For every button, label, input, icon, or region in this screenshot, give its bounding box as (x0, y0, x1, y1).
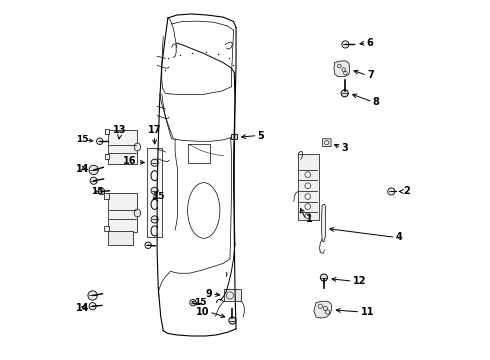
Text: 15: 15 (194, 298, 207, 307)
Bar (188, 144, 210, 163)
FancyBboxPatch shape (104, 193, 109, 199)
Circle shape (342, 41, 349, 48)
Text: 6: 6 (366, 38, 373, 48)
Text: 13: 13 (113, 125, 126, 135)
Polygon shape (321, 204, 326, 242)
Text: 11: 11 (361, 307, 374, 317)
Circle shape (97, 138, 103, 144)
Circle shape (98, 188, 105, 195)
Circle shape (151, 159, 158, 166)
Text: 10: 10 (196, 307, 209, 317)
FancyBboxPatch shape (105, 154, 109, 159)
FancyBboxPatch shape (108, 231, 133, 245)
FancyBboxPatch shape (322, 139, 331, 147)
Text: 14: 14 (76, 163, 89, 174)
Text: 15: 15 (152, 192, 165, 201)
Circle shape (229, 317, 236, 324)
Circle shape (388, 188, 395, 195)
Polygon shape (314, 301, 332, 318)
Text: 15: 15 (92, 187, 104, 196)
Text: 15: 15 (76, 135, 88, 144)
Bar (147, 148, 162, 237)
Circle shape (89, 165, 98, 175)
Circle shape (145, 242, 151, 248)
Circle shape (151, 187, 158, 194)
FancyBboxPatch shape (104, 226, 109, 231)
Text: 14: 14 (76, 303, 89, 314)
Circle shape (88, 291, 97, 300)
FancyBboxPatch shape (108, 130, 137, 164)
Circle shape (341, 90, 348, 97)
FancyBboxPatch shape (298, 154, 319, 220)
FancyBboxPatch shape (224, 289, 242, 301)
Bar (231, 134, 237, 139)
Circle shape (89, 303, 96, 310)
Text: 9: 9 (205, 289, 212, 299)
Circle shape (320, 274, 327, 281)
Text: 3: 3 (341, 143, 348, 153)
Text: 1: 1 (306, 215, 313, 224)
Ellipse shape (134, 143, 141, 151)
Circle shape (151, 216, 158, 223)
Text: 12: 12 (353, 276, 366, 286)
Circle shape (90, 177, 97, 184)
Text: 4: 4 (395, 232, 402, 242)
Text: 17: 17 (148, 125, 161, 135)
Circle shape (190, 300, 196, 306)
Polygon shape (334, 61, 350, 77)
Ellipse shape (134, 209, 141, 217)
Text: 16: 16 (123, 156, 137, 166)
Text: 7: 7 (367, 70, 374, 80)
FancyBboxPatch shape (105, 129, 109, 134)
FancyBboxPatch shape (108, 193, 137, 232)
Text: 2: 2 (403, 186, 410, 197)
Text: 8: 8 (373, 97, 380, 107)
Text: 5: 5 (258, 131, 264, 140)
